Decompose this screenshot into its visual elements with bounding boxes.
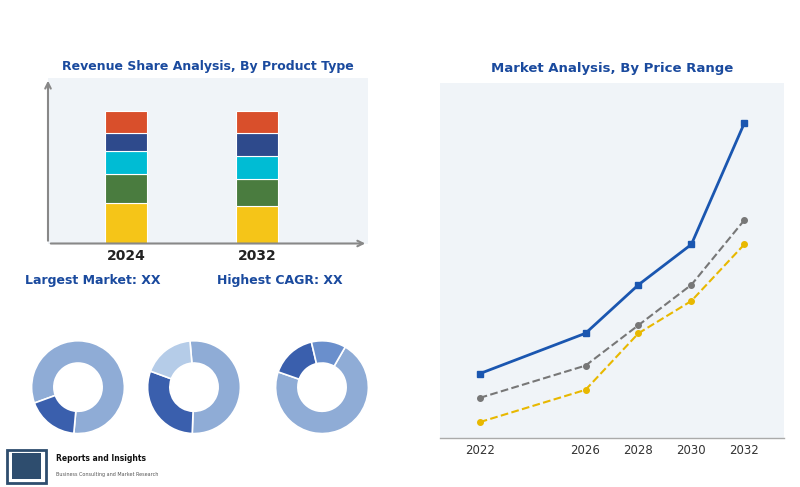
Text: Business Consulting and Market Research: Business Consulting and Market Research — [55, 472, 158, 477]
Wedge shape — [190, 341, 241, 433]
Bar — [106, 203, 147, 244]
Title: Market Analysis, By Price Range: Market Analysis, By Price Range — [491, 62, 733, 75]
Bar — [236, 206, 278, 244]
Bar — [236, 179, 278, 206]
Bar — [236, 111, 278, 132]
Text: Reports and Insights: Reports and Insights — [55, 454, 146, 464]
Bar — [106, 174, 147, 203]
Wedge shape — [311, 341, 345, 366]
FancyBboxPatch shape — [7, 450, 46, 483]
FancyBboxPatch shape — [11, 453, 41, 479]
Bar — [106, 132, 147, 151]
Wedge shape — [278, 342, 317, 379]
Wedge shape — [148, 371, 193, 433]
Text: Largest Market: XX: Largest Market: XX — [26, 274, 161, 286]
Text: Highest CAGR: XX: Highest CAGR: XX — [218, 274, 343, 286]
Wedge shape — [34, 395, 76, 433]
Wedge shape — [32, 341, 124, 433]
Bar — [236, 156, 278, 179]
Title: Revenue Share Analysis, By Product Type: Revenue Share Analysis, By Product Type — [62, 59, 354, 73]
Bar — [106, 151, 147, 174]
Bar — [106, 111, 147, 132]
Bar — [236, 132, 278, 156]
Wedge shape — [150, 341, 192, 379]
Text: GLOBAL RESIDENTIAL DISHWASHERS MARKET SEGMENT ANALYSIS: GLOBAL RESIDENTIAL DISHWASHERS MARKET SE… — [12, 23, 561, 38]
Wedge shape — [276, 347, 368, 433]
